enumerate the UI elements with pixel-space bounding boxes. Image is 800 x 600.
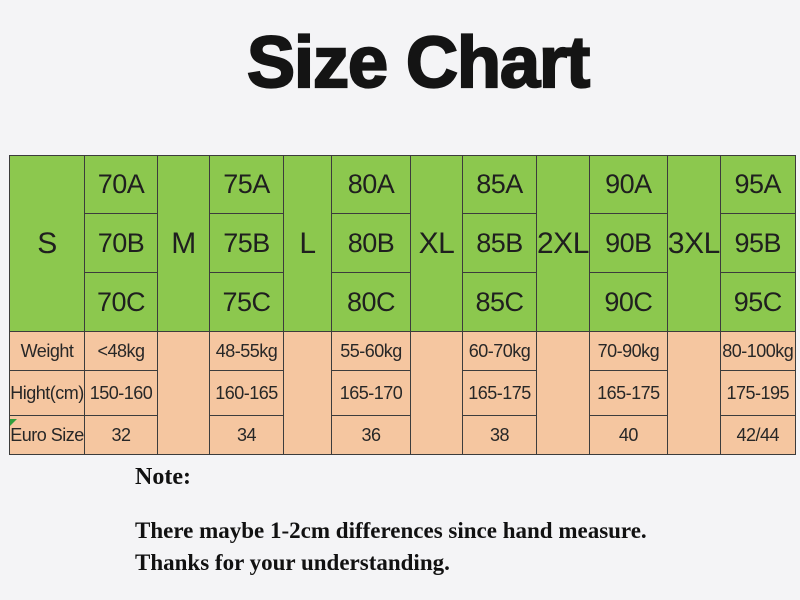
letter-size-cell: 2XL — [536, 155, 590, 332]
weight-cell: 55-60kg — [331, 331, 411, 371]
cup-size-cell: 80B — [331, 213, 411, 273]
cup-size-cell: 85A — [462, 155, 537, 214]
letter-size-cell: S — [9, 155, 85, 332]
empty-spacer-cell — [666, 331, 721, 455]
euro-size-cell: 42/44 — [719, 415, 796, 455]
note-section: Note: There maybe 1-2cm differences sinc… — [135, 464, 647, 579]
cup-size-cell: 75A — [209, 155, 284, 214]
empty-spacer-cell — [536, 331, 590, 455]
empty-spacer-cell — [283, 331, 332, 455]
weight-cell: <48kg — [84, 331, 158, 371]
euro-size-cell: 34 — [209, 415, 284, 455]
page-title: Size Chart — [246, 22, 591, 104]
empty-spacer-cell — [410, 331, 463, 455]
letter-size-cell: XL — [410, 155, 463, 332]
cup-size-cell: 95B — [719, 213, 796, 273]
letter-size-cell: L — [283, 155, 332, 332]
table-row: 70B 75B 80B 85B 90B 95B — [10, 213, 796, 273]
height-row-label: Hight(cm) — [9, 370, 85, 416]
cup-size-cell: 80A — [331, 155, 411, 214]
table-row: 70C 75C 80C 85C 90C 95C — [10, 272, 796, 332]
euro-size-cell: 32 — [84, 415, 158, 455]
euro-size-cell: 40 — [588, 415, 668, 455]
weight-cell: 60-70kg — [462, 331, 537, 371]
height-cell: 165-175 — [588, 370, 668, 416]
height-cell: 175-195 — [719, 370, 796, 416]
height-cell: 160-165 — [209, 370, 284, 416]
euro-size-cell: 38 — [462, 415, 537, 455]
cup-size-cell: 85C — [462, 272, 537, 332]
table-row: S 70A M 75A L 80A XL 85A 2XL 90A 3XL 95A — [9, 155, 796, 332]
table-row: Euro Size 32 34 36 38 40 42/44 — [9, 415, 796, 455]
cup-size-cell: 80C — [331, 272, 411, 332]
cell-corner-marker — [10, 419, 17, 426]
letter-size-cell: 3XL — [666, 155, 721, 332]
note-heading: Note: — [135, 464, 191, 490]
cup-size-cell: 70B — [84, 213, 158, 273]
height-cell: 165-170 — [331, 370, 411, 416]
cup-size-cell: 95A — [719, 155, 796, 214]
cup-size-cell: 75B — [209, 213, 284, 273]
note-line: Thanks for your understanding. — [135, 550, 450, 575]
cup-size-cell: 95C — [719, 272, 796, 332]
table-row: Weight <48kg 48-55kg 55-60kg 60-70kg 70-… — [9, 331, 796, 455]
weight-cell: 80-100kg — [719, 331, 796, 371]
cup-size-cell: 85B — [462, 213, 537, 273]
euro-size-cell: 36 — [331, 415, 411, 455]
cup-size-cell: 75C — [209, 272, 284, 332]
cup-size-cell: 90B — [588, 213, 668, 273]
height-cell: 165-175 — [462, 370, 537, 416]
cup-size-cell: 70C — [84, 272, 158, 332]
table-row: Hight(cm) 150-160 160-165 165-170 165-17… — [9, 370, 796, 416]
empty-spacer-cell — [157, 331, 210, 455]
cup-size-cell: 90C — [588, 272, 668, 332]
note-line: There maybe 1-2cm differences since hand… — [135, 518, 647, 543]
weight-cell: 48-55kg — [209, 331, 284, 371]
euro-size-row-label: Euro Size — [9, 415, 85, 455]
letter-size-cell: M — [157, 155, 210, 332]
cup-size-cell: 70A — [84, 155, 158, 214]
height-cell: 150-160 — [84, 370, 158, 416]
weight-row-label: Weight — [9, 331, 85, 371]
weight-cell: 70-90kg — [588, 331, 668, 371]
size-chart-table: S 70A M 75A L 80A XL 85A 2XL 90A 3XL 95A… — [9, 155, 796, 455]
cup-size-cell: 90A — [588, 155, 668, 214]
